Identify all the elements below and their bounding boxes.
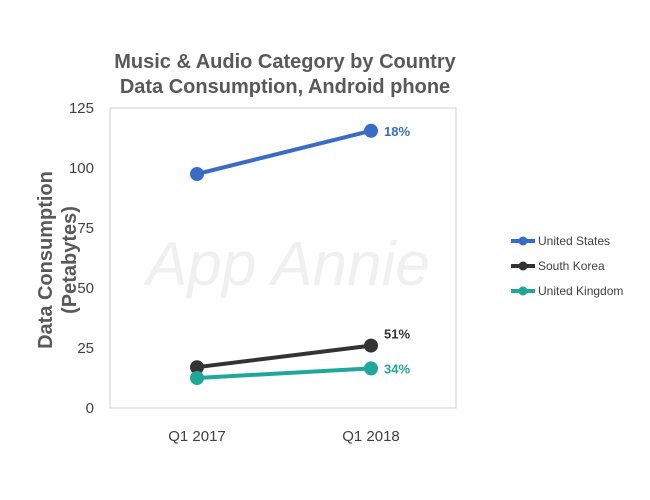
data-point-0-0	[190, 167, 204, 181]
legend-item-0: United States	[511, 234, 610, 248]
chart-title-line-2: Data Consumption, Android phone	[120, 76, 450, 98]
data-point-2-1	[364, 361, 378, 376]
y-axis-title-line-1: Data Consumption	[35, 171, 57, 349]
legend-item-1: South Korea	[511, 259, 605, 273]
legend-marker-0	[518, 236, 528, 246]
legend-label-1: South Korea	[538, 259, 605, 273]
series-annotation-0: 18%	[384, 124, 410, 139]
plot-area-border	[109, 107, 457, 409]
data-point-1-1	[364, 338, 378, 353]
y-tick-label-5: 125	[69, 100, 94, 117]
y-tick-label-3: 75	[77, 220, 94, 237]
series-2: 34%	[190, 361, 410, 385]
series-0: 18%	[190, 123, 410, 181]
series-1: 51%	[190, 327, 410, 375]
chart-title-line-1: Music & Audio Category by Country	[114, 51, 456, 73]
series-layer: 18% 51% 34%	[190, 123, 410, 385]
legend-marker-1	[518, 261, 528, 271]
y-tick-label-2: 50	[77, 280, 94, 297]
data-point-2-0	[190, 371, 204, 385]
legend-marker-2	[518, 286, 528, 296]
data-point-0-1	[364, 123, 378, 138]
x-tick-label-1: Q1 2018	[342, 428, 400, 445]
y-tick-label-4: 100	[69, 160, 94, 177]
series-annotation-1: 51%	[384, 327, 410, 342]
y-axis-title: Data Consumption (Petabytes)	[35, 171, 81, 349]
y-tick-label-0: 0	[86, 400, 94, 417]
x-axis-ticks: Q1 2017 Q1 2018	[168, 428, 400, 445]
y-axis-ticks: 0 25 50 75 100 125	[69, 100, 94, 417]
watermark: App Annie	[142, 230, 430, 299]
legend-label-2: United Kingdom	[538, 284, 623, 298]
data-point-1-0	[190, 360, 204, 375]
y-axis-title-line-2: (Petabytes)	[59, 206, 81, 314]
legend: United States South Korea United Kingdom	[511, 234, 623, 298]
series-line-2	[196, 366, 372, 380]
x-tick-label-0: Q1 2017	[168, 428, 226, 445]
legend-item-2: United Kingdom	[511, 284, 623, 298]
series-line-0	[196, 128, 372, 176]
series-annotation-2: 34%	[384, 361, 410, 376]
y-tick-label-1: 25	[77, 340, 94, 357]
legend-label-0: United States	[538, 234, 610, 248]
series-line-1	[196, 343, 372, 370]
